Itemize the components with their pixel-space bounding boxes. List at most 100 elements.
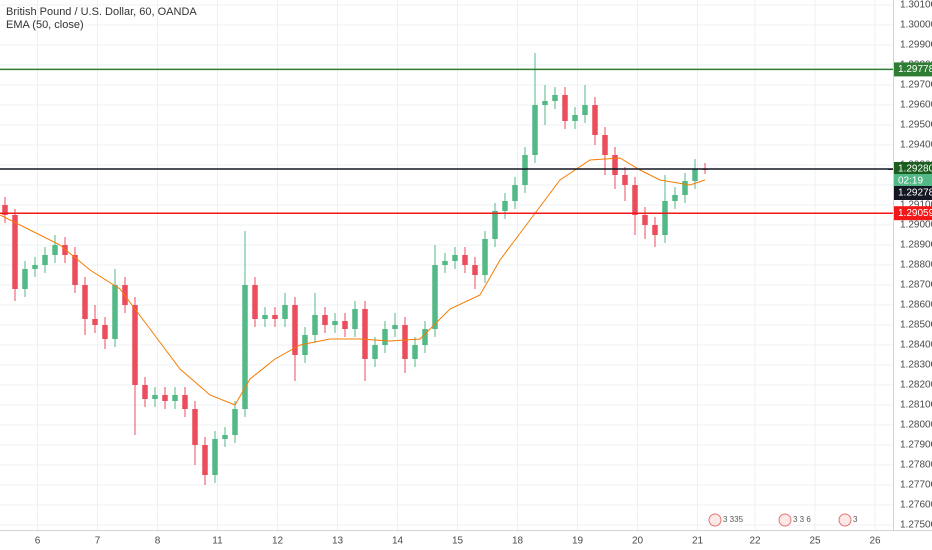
candle-body xyxy=(332,321,338,325)
candle-body xyxy=(272,315,278,319)
candle-body xyxy=(372,345,378,359)
candle-body xyxy=(422,329,428,345)
last-price-label-box xyxy=(894,186,932,200)
candle-body xyxy=(172,395,178,401)
candle-body xyxy=(282,305,288,319)
y-tick-label: 1.27900 xyxy=(900,440,932,451)
y-tick-label: 1.28900 xyxy=(900,240,932,251)
candle-body xyxy=(52,245,58,255)
x-tick-label: 20 xyxy=(632,536,644,547)
candle-body xyxy=(362,309,368,359)
indicator-legend: EMA (50, close) xyxy=(6,19,84,31)
x-tick-label: 15 xyxy=(452,536,464,547)
y-tick-label: 1.28100 xyxy=(900,400,932,411)
candle-body xyxy=(212,439,218,475)
ema-line xyxy=(0,157,706,406)
candle-body xyxy=(672,195,678,201)
axes: 1.301001.300001.299001.298001.297001.296… xyxy=(35,0,932,547)
candle-body xyxy=(142,385,148,399)
candle-body xyxy=(552,95,558,101)
candle-body xyxy=(192,409,198,445)
candle-body xyxy=(392,325,398,329)
candle-body xyxy=(582,105,588,115)
countdown-label: 02:19 xyxy=(898,176,923,187)
candle-body xyxy=(232,409,238,435)
candle-body xyxy=(462,255,468,265)
candle-body xyxy=(612,155,618,175)
candle-body xyxy=(312,315,318,335)
y-tick-label: 1.28400 xyxy=(900,340,932,351)
candle-body xyxy=(522,155,528,185)
candle-body xyxy=(112,285,118,339)
chart-title: British Pound / U.S. Dollar, 60, OANDA xyxy=(6,6,197,18)
candle-body xyxy=(102,325,108,339)
candle-body xyxy=(572,115,578,121)
candle-body xyxy=(692,169,698,181)
candle-body xyxy=(352,309,358,329)
x-tick-label: 13 xyxy=(332,536,344,547)
candle-body xyxy=(42,255,48,265)
candle-body xyxy=(452,255,458,261)
countdown-label-box xyxy=(894,174,932,188)
y-tick-label: 1.28600 xyxy=(900,300,932,311)
y-tick-label: 1.29600 xyxy=(900,100,932,111)
x-tick-label: 25 xyxy=(809,536,821,547)
candle-body xyxy=(622,175,628,185)
y-tick-label: 1.27600 xyxy=(900,500,932,511)
candle-body xyxy=(292,305,298,355)
y-tick-label: 1.29500 xyxy=(900,120,932,131)
candle-body xyxy=(472,265,478,275)
y-tick-label: 1.29100 xyxy=(900,200,932,211)
candle-body xyxy=(662,201,668,235)
price-label: 1.29059 xyxy=(898,208,932,219)
candle-body xyxy=(242,285,248,409)
candle-body xyxy=(2,205,8,215)
candle-body xyxy=(82,285,88,319)
y-tick-label: 1.29000 xyxy=(900,220,932,231)
candle-body xyxy=(592,105,598,135)
y-tick-label: 1.29700 xyxy=(900,80,932,91)
event-label: 3 3 6 xyxy=(793,515,811,524)
y-tick-label: 1.28800 xyxy=(900,260,932,271)
x-tick-label: 7 xyxy=(95,536,101,547)
candle-body xyxy=(682,181,688,195)
y-tick-label: 1.30000 xyxy=(900,20,932,31)
candle-body xyxy=(302,335,308,355)
candle-body xyxy=(62,245,68,255)
candle-body xyxy=(152,395,158,399)
x-tick-label: 12 xyxy=(272,536,284,547)
candle-body xyxy=(182,395,188,409)
candle-body xyxy=(602,135,608,155)
y-tick-label: 1.28000 xyxy=(900,420,932,431)
event-icon xyxy=(838,513,852,527)
plot: 3 335 3 3 6 3 xyxy=(0,53,893,527)
candle-body xyxy=(652,225,658,235)
candle-body xyxy=(252,285,258,319)
y-tick-label: 1.28300 xyxy=(900,360,932,371)
candle-body xyxy=(222,435,228,439)
y-tick-label: 1.28500 xyxy=(900,320,932,331)
y-tick-label: 1.27500 xyxy=(900,520,932,531)
candle-body xyxy=(162,395,168,401)
candle-body xyxy=(22,269,28,289)
event-icon xyxy=(708,513,722,527)
x-tick-label: 19 xyxy=(572,536,584,547)
event-icon xyxy=(778,513,792,527)
x-tick-label: 6 xyxy=(35,536,41,547)
candle-body xyxy=(92,319,98,325)
x-tick-label: 14 xyxy=(392,536,404,547)
candle-body xyxy=(562,95,568,121)
candle-body xyxy=(72,255,78,285)
y-tick-label: 1.29400 xyxy=(900,140,932,151)
candle-body xyxy=(262,315,268,319)
y-tick-label: 1.30100 xyxy=(900,0,932,11)
candle-body xyxy=(442,261,448,265)
candle-body xyxy=(632,185,638,215)
price-label-box xyxy=(894,206,932,221)
candle-body xyxy=(532,105,538,155)
price-label: 1.29778 xyxy=(898,64,932,75)
x-tick-label: 21 xyxy=(692,536,704,547)
x-tick-label: 8 xyxy=(155,536,161,547)
